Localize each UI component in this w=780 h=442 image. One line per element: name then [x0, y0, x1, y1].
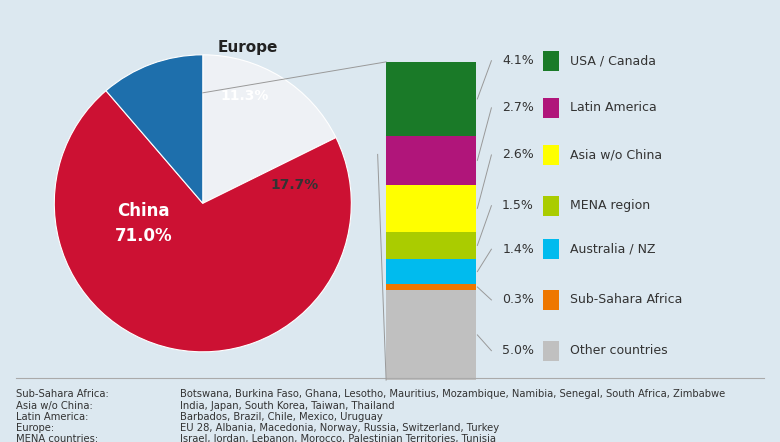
Bar — [543, 196, 559, 216]
Text: Asia w/o China:: Asia w/o China: — [16, 400, 92, 411]
Text: India, Japan, South Korea, Taiwan, Thailand: India, Japan, South Korea, Taiwan, Thail… — [180, 400, 395, 411]
Bar — [543, 341, 559, 361]
Text: MENA countries:: MENA countries: — [16, 434, 97, 442]
Wedge shape — [106, 55, 203, 203]
Text: 5.0%: 5.0% — [502, 344, 534, 357]
Bar — [543, 98, 559, 118]
Text: 1.4%: 1.4% — [502, 243, 534, 256]
Text: China: China — [117, 202, 169, 220]
Text: Latin America:: Latin America: — [16, 412, 88, 422]
Text: 1.5%: 1.5% — [502, 199, 534, 212]
Bar — [386, 284, 476, 290]
Bar — [543, 51, 559, 71]
Text: MENA region: MENA region — [569, 199, 650, 212]
Text: 0.3%: 0.3% — [502, 293, 534, 306]
Text: 11.3%: 11.3% — [220, 89, 268, 103]
Text: EU 28, Albania, Macedonia, Norway, Russia, Switzerland, Turkey: EU 28, Albania, Macedonia, Norway, Russi… — [180, 423, 499, 433]
Bar — [543, 239, 559, 259]
Text: 71.0%: 71.0% — [115, 227, 172, 245]
Text: Sub-Sahara Africa: Sub-Sahara Africa — [569, 293, 682, 306]
Text: Israel, Jordan, Lebanon, Morocco, Palestinian Territories, Tunisia: Israel, Jordan, Lebanon, Morocco, Palest… — [180, 434, 496, 442]
Bar — [386, 62, 476, 136]
Text: Barbados, Brazil, Chile, Mexico, Uruguay: Barbados, Brazil, Chile, Mexico, Uruguay — [180, 412, 383, 422]
Text: Asia w/o China: Asia w/o China — [569, 149, 661, 161]
Bar — [386, 185, 476, 232]
Wedge shape — [203, 55, 336, 203]
Bar — [386, 136, 476, 185]
Bar — [543, 290, 559, 310]
Text: 2.7%: 2.7% — [502, 101, 534, 114]
Wedge shape — [55, 91, 351, 352]
Text: Australia / NZ: Australia / NZ — [569, 243, 655, 256]
Text: Other countries: Other countries — [569, 344, 667, 357]
Text: Sub-Sahara Africa:: Sub-Sahara Africa: — [16, 389, 108, 400]
Bar — [543, 145, 559, 165]
Text: Europe: Europe — [217, 40, 278, 55]
Text: USA / Canada: USA / Canada — [569, 54, 655, 67]
Bar — [386, 232, 476, 259]
Text: Latin America: Latin America — [569, 101, 656, 114]
Bar — [386, 290, 476, 380]
Text: 17.7%: 17.7% — [271, 179, 319, 193]
Text: 4.1%: 4.1% — [502, 54, 534, 67]
Bar — [386, 259, 476, 284]
Text: 2.6%: 2.6% — [502, 149, 534, 161]
Text: Botswana, Burkina Faso, Ghana, Lesotho, Mauritius, Mozambique, Namibia, Senegal,: Botswana, Burkina Faso, Ghana, Lesotho, … — [180, 389, 725, 400]
Text: Europe:: Europe: — [16, 423, 54, 433]
